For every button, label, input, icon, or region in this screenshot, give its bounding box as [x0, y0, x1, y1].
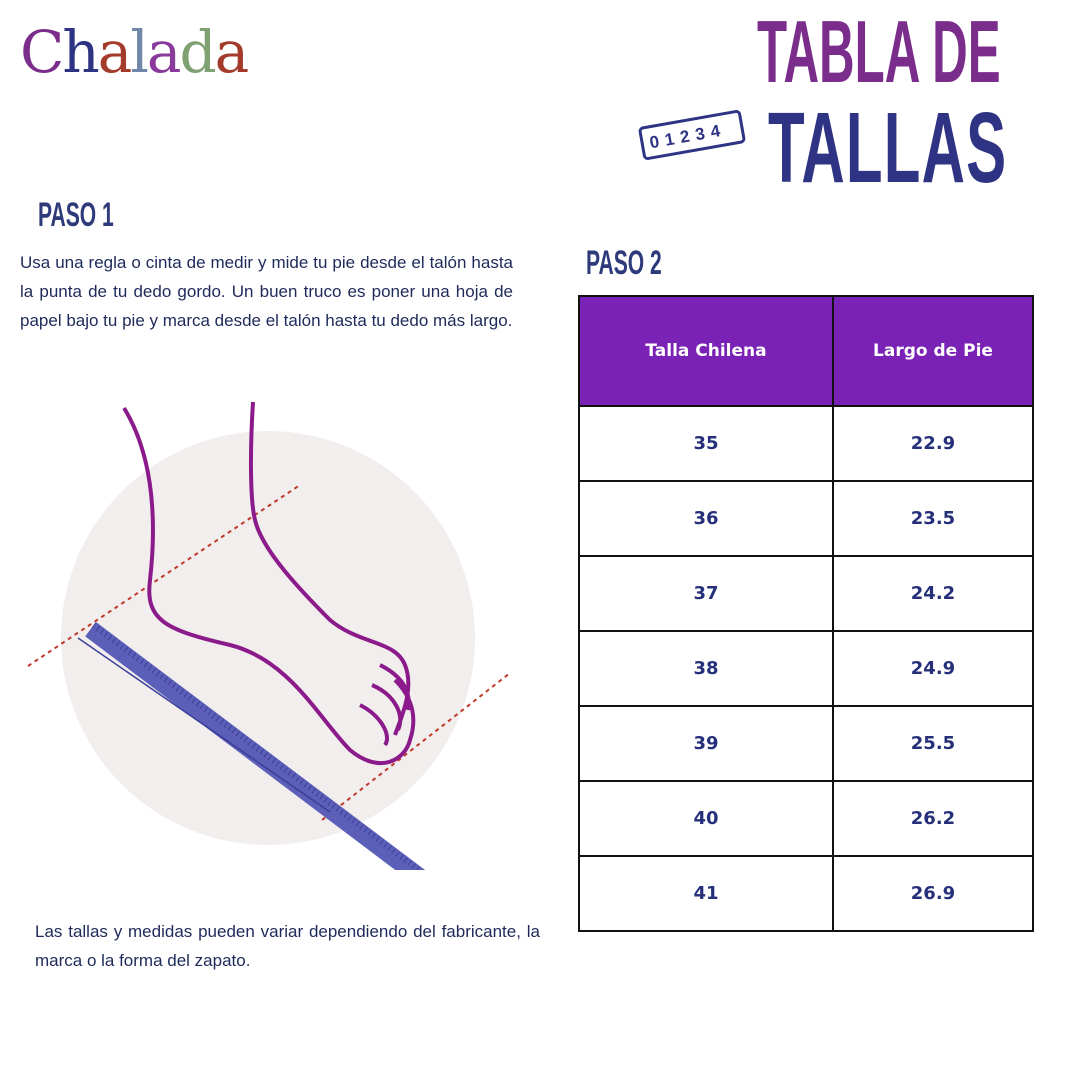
size-cell: 35	[578, 405, 834, 482]
column-header-size: Talla Chilena	[578, 295, 834, 407]
foot-sole-outline	[122, 406, 416, 766]
foot-length-cell: 26.2	[832, 780, 1034, 857]
size-cell: 37	[578, 555, 834, 632]
logo-letter: C	[20, 18, 64, 86]
foot-measure-illustration	[27, 401, 511, 870]
foot-length-cell: 26.9	[832, 855, 1034, 932]
table-row: 39 25.5	[578, 705, 1034, 782]
background-circle	[61, 431, 475, 845]
logo-letter: a	[214, 18, 250, 86]
foot-length-cell: 23.5	[832, 480, 1034, 557]
column-header-length: Largo de Pie	[832, 295, 1034, 407]
size-cell: 38	[578, 630, 834, 707]
chalada-logo: Chalada	[20, 18, 250, 86]
logo-letter: a	[97, 18, 133, 86]
title-line-1: TABLA DE	[757, 2, 1001, 101]
logo-letter: h	[62, 18, 99, 86]
table-row: 40 26.2	[578, 780, 1034, 857]
step1-text: Usa una regla o cinta de medir y mide tu…	[20, 253, 513, 330]
ruler-icon: 01234	[637, 109, 747, 161]
step2-heading: PASO 2	[586, 244, 662, 282]
foot-length-cell: 24.2	[832, 555, 1034, 632]
foot-length-cell: 24.9	[832, 630, 1034, 707]
measuring-ruler-icon	[85, 622, 432, 870]
logo-letter: d	[179, 18, 217, 86]
foot-length-cell: 25.5	[832, 705, 1034, 782]
table-row: 41 26.9	[578, 855, 1034, 932]
size-table: Talla Chilena Largo de Pie 35 22.9 36 23.5 3…	[578, 295, 1034, 932]
table-row: 37 24.2	[578, 555, 1034, 632]
size-cell: 36	[578, 480, 834, 557]
size-cell: 40	[578, 780, 834, 857]
foot-length-cell: 22.9	[832, 405, 1034, 482]
step1-heading: PASO 1	[38, 196, 114, 234]
disclaimer-note: Las tallas y medidas pueden variar depen…	[35, 922, 540, 970]
title-line-2: TALLAS	[768, 92, 1008, 204]
toes	[359, 663, 411, 747]
foot-outline	[248, 401, 411, 736]
table-row: 38 24.9	[578, 630, 1034, 707]
table-header-row: Talla Chilena Largo de Pie	[578, 295, 1034, 407]
size-cell: 41	[578, 855, 834, 932]
table-row: 36 23.5	[578, 480, 1034, 557]
measure-arrow	[77, 637, 331, 813]
size-cell: 39	[578, 705, 834, 782]
logo-letter: l	[130, 18, 149, 86]
table-row: 35 22.9	[578, 405, 1034, 482]
logo-letter: a	[146, 18, 182, 86]
